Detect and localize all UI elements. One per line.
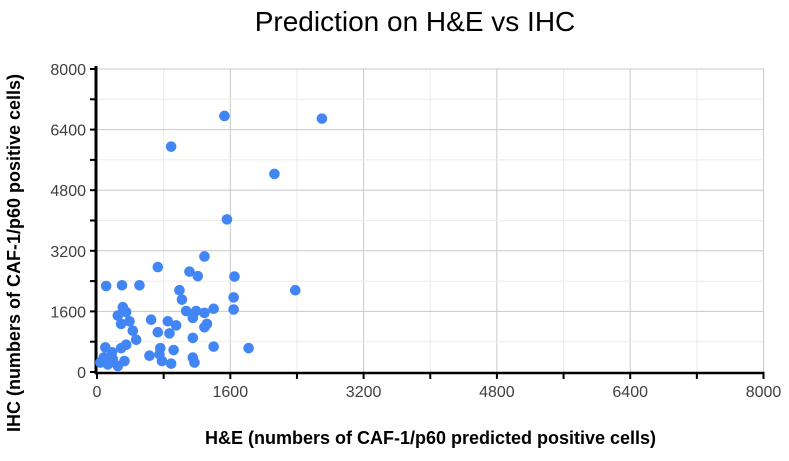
data-point (116, 279, 128, 291)
data-point (112, 360, 124, 372)
data-point (134, 279, 145, 291)
data-point (243, 342, 254, 354)
data-point (208, 341, 219, 352)
y-tick-label: 4800 (50, 183, 86, 200)
data-point (289, 284, 301, 296)
data-point (164, 328, 175, 339)
data-point (165, 358, 177, 369)
y-tick-label: 6400 (50, 123, 86, 140)
data-point (229, 271, 240, 282)
y-tick-label: 3200 (50, 244, 86, 261)
data-point (187, 332, 199, 344)
data-point (180, 305, 192, 317)
data-point (115, 318, 127, 330)
data-point (199, 251, 210, 262)
data-point (228, 292, 239, 303)
y-tick-label: 0 (77, 365, 86, 382)
x-tick-label: 6400 (612, 384, 648, 401)
data-point (124, 315, 135, 327)
data-point (170, 320, 182, 331)
data-point (115, 342, 127, 354)
x-axis-title: H&E (numbers of CAF-1/p60 predicted posi… (204, 428, 657, 448)
x-tick-label: 1600 (213, 384, 249, 401)
x-tick-label: 3200 (346, 384, 382, 401)
x-tick-label: 8000 (746, 384, 782, 401)
data-point (269, 168, 280, 180)
data-point (130, 334, 142, 346)
data-point (145, 314, 157, 326)
data-point (102, 359, 114, 370)
data-point (100, 280, 112, 292)
data-point (187, 312, 199, 324)
data-point (199, 307, 210, 319)
data-point (152, 326, 164, 338)
data-point (316, 113, 328, 124)
data-point (162, 315, 174, 327)
data-point (219, 110, 230, 122)
x-tick-label: 4800 (479, 384, 515, 401)
data-point (189, 357, 200, 368)
data-point (156, 355, 168, 367)
data-point (221, 214, 233, 225)
data-point (199, 322, 210, 333)
data-point (112, 310, 124, 321)
x-tick-label: 0 (93, 384, 102, 401)
data-point (176, 294, 188, 305)
data-point (174, 284, 185, 296)
y-tick-label: 8000 (50, 62, 86, 79)
data-point (168, 344, 179, 356)
data-point (120, 306, 132, 318)
chart-title: Prediction on H&E vs IHC (254, 6, 576, 37)
data-point (165, 141, 177, 152)
data-point (152, 261, 164, 273)
data-point (144, 350, 155, 362)
data-point (127, 325, 139, 337)
data-point (192, 270, 204, 282)
data-point (228, 304, 239, 315)
y-tick-label: 1600 (50, 304, 86, 321)
data-point (208, 303, 219, 315)
data-point (184, 266, 195, 277)
